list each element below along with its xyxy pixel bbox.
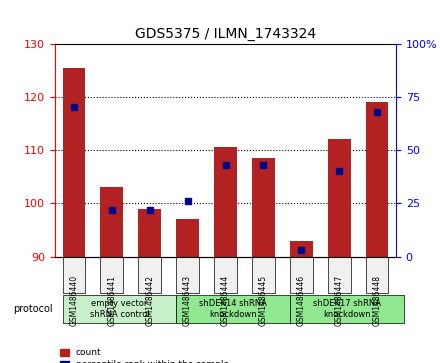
FancyBboxPatch shape: [138, 257, 161, 293]
FancyBboxPatch shape: [328, 257, 351, 293]
Text: GSM1486443: GSM1486443: [183, 275, 192, 326]
Legend: count, percentile rank within the sample: count, percentile rank within the sample: [59, 348, 229, 363]
Text: GSM1486440: GSM1486440: [70, 275, 78, 326]
Text: GSM1486448: GSM1486448: [373, 275, 381, 326]
FancyBboxPatch shape: [214, 257, 237, 293]
FancyBboxPatch shape: [62, 295, 176, 323]
FancyBboxPatch shape: [290, 257, 313, 293]
Text: shDEK14 shRNA
knockdown: shDEK14 shRNA knockdown: [199, 299, 267, 319]
Bar: [252, 158, 275, 257]
Text: empty vector
shRNA control: empty vector shRNA control: [90, 299, 149, 319]
FancyBboxPatch shape: [176, 257, 199, 293]
Text: GSM1486441: GSM1486441: [107, 275, 116, 326]
Bar: [138, 209, 161, 257]
Text: GSM1486447: GSM1486447: [335, 275, 344, 326]
Text: GSM1486446: GSM1486446: [297, 275, 306, 326]
FancyBboxPatch shape: [100, 257, 123, 293]
FancyBboxPatch shape: [290, 295, 403, 323]
Title: GDS5375 / ILMN_1743324: GDS5375 / ILMN_1743324: [135, 27, 316, 41]
Text: shDEK17 shRNA
knockdown: shDEK17 shRNA knockdown: [313, 299, 381, 319]
Text: GSM1486445: GSM1486445: [259, 275, 268, 326]
FancyBboxPatch shape: [252, 257, 275, 293]
Text: protocol: protocol: [14, 304, 53, 314]
Bar: [100, 187, 123, 257]
Bar: [62, 68, 85, 257]
FancyBboxPatch shape: [176, 295, 290, 323]
FancyBboxPatch shape: [366, 257, 389, 293]
Bar: [366, 102, 389, 257]
Text: GSM1486442: GSM1486442: [145, 275, 154, 326]
Bar: [214, 147, 237, 257]
Bar: [290, 241, 313, 257]
Bar: [328, 139, 351, 257]
FancyBboxPatch shape: [62, 257, 85, 293]
Text: GSM1486444: GSM1486444: [221, 275, 230, 326]
Bar: [176, 219, 199, 257]
